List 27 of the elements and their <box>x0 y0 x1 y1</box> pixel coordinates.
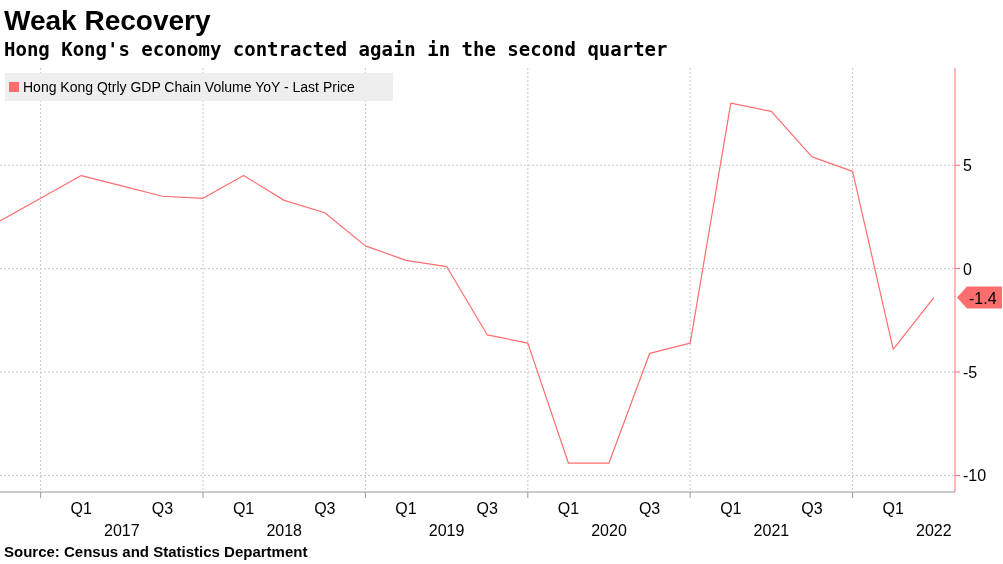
chart-subtitle: Hong Kong's economy contracted again in the second quarter <box>4 38 668 60</box>
x-tick-label: Q1 <box>882 500 904 517</box>
line-series <box>0 102 935 464</box>
x-tick-label: 2020 <box>591 522 627 539</box>
x-tick-label: Q3 <box>638 500 661 517</box>
legend-label: Hong Kong Qtrly GDP Chain Volume YoY - Last Price <box>23 79 355 95</box>
x-tick-label: Q3 <box>314 500 336 517</box>
x-tick-label: Q1 <box>557 500 580 517</box>
y-tick-label: 0 <box>963 260 972 278</box>
x-tick-label: 2022 <box>916 522 952 539</box>
x-tick-label: Q3 <box>151 500 174 517</box>
x-tick-label: Q1 <box>720 500 742 517</box>
y-tick-label: -10 <box>963 467 987 485</box>
y-tick-label: -5 <box>963 364 978 382</box>
chart-title: Weak Recovery <box>4 5 211 36</box>
x-tick-label: Q3 <box>801 500 823 517</box>
x-tick-label: 2021 <box>753 522 790 539</box>
y-tick-label: 5 <box>963 157 972 175</box>
x-tick-label: 2017 <box>104 522 140 539</box>
x-tick-label: Q1 <box>70 500 92 517</box>
x-tick-label: 2019 <box>428 522 465 539</box>
x-tick-label: Q1 <box>232 500 255 517</box>
source-note: Source: Census and Statistics Department <box>4 543 308 560</box>
x-tick-label: Q3 <box>476 500 498 517</box>
annotation: -1.4 <box>969 289 997 307</box>
x-tick-label: 2018 <box>266 522 303 539</box>
x-tick-label: Q1 <box>395 500 417 517</box>
